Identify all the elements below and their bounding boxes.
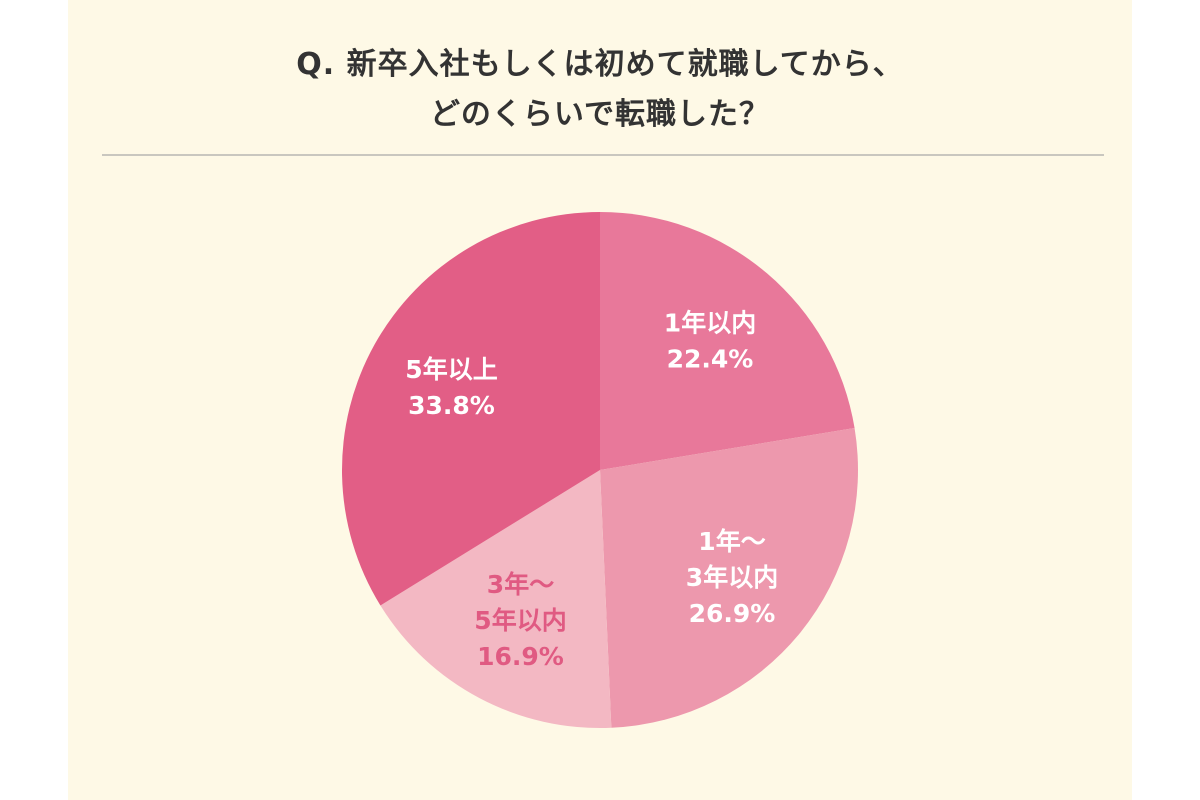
pie-slices <box>341 212 858 728</box>
pie-slice-4 <box>341 212 600 606</box>
slice-category-label: 3年～ <box>487 570 554 599</box>
slice-category-label: 5年以上 <box>405 355 497 384</box>
slice-category-label: 5年以内 <box>474 606 566 635</box>
slice-value-label: 33.8% <box>408 391 495 420</box>
pie-labels: 1年以内 22.4% 1年～ 3年以内 26.9% 3年～ 5年以内 16.9% 5年以上 33.… <box>405 308 778 671</box>
chart-title-line-2: どのくらいで転職した？ <box>429 97 771 132</box>
slice-label-1: 1年以内 22.4% <box>664 308 756 373</box>
slice-category-label: 1年～ <box>698 527 765 556</box>
slice-value-label: 16.9% <box>477 642 564 671</box>
chart-title: Q. 新卒入社もしくは初めて就職してから、 どのくらいで転職した？ <box>68 40 1132 140</box>
slice-category-label: 1年以内 <box>664 308 756 337</box>
pie-slice-3 <box>380 470 612 728</box>
title-divider <box>102 154 1104 156</box>
slice-label-2: 1年～ 3年以内 26.9% <box>686 527 778 628</box>
slice-value-label: 26.9% <box>689 599 776 628</box>
slice-label-4: 5年以上 33.8% <box>405 355 497 420</box>
slice-label-3: 3年～ 5年以内 16.9% <box>474 570 566 671</box>
pie-slice-1 <box>600 212 855 470</box>
chart-title-line-1: Q. 新卒入社もしくは初めて就職してから、 <box>296 47 904 82</box>
slice-category-label: 3年以内 <box>686 563 778 592</box>
slice-value-label: 22.4% <box>667 344 754 373</box>
pie-slice-2 <box>600 428 858 728</box>
